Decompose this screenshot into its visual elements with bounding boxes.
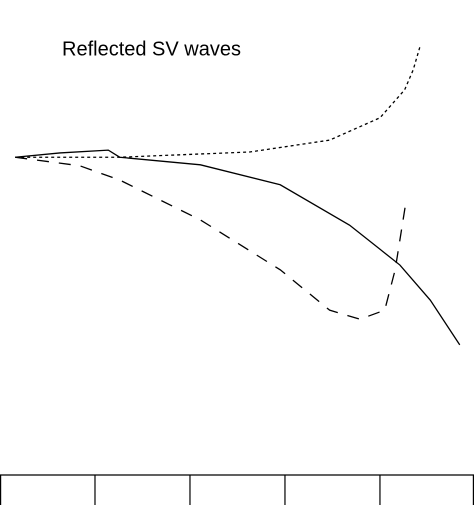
- line-series: [15, 46, 421, 158]
- chart-title: Reflected SV waves: [62, 38, 241, 60]
- line-series: [15, 156, 408, 320]
- line-series: [15, 149, 461, 346]
